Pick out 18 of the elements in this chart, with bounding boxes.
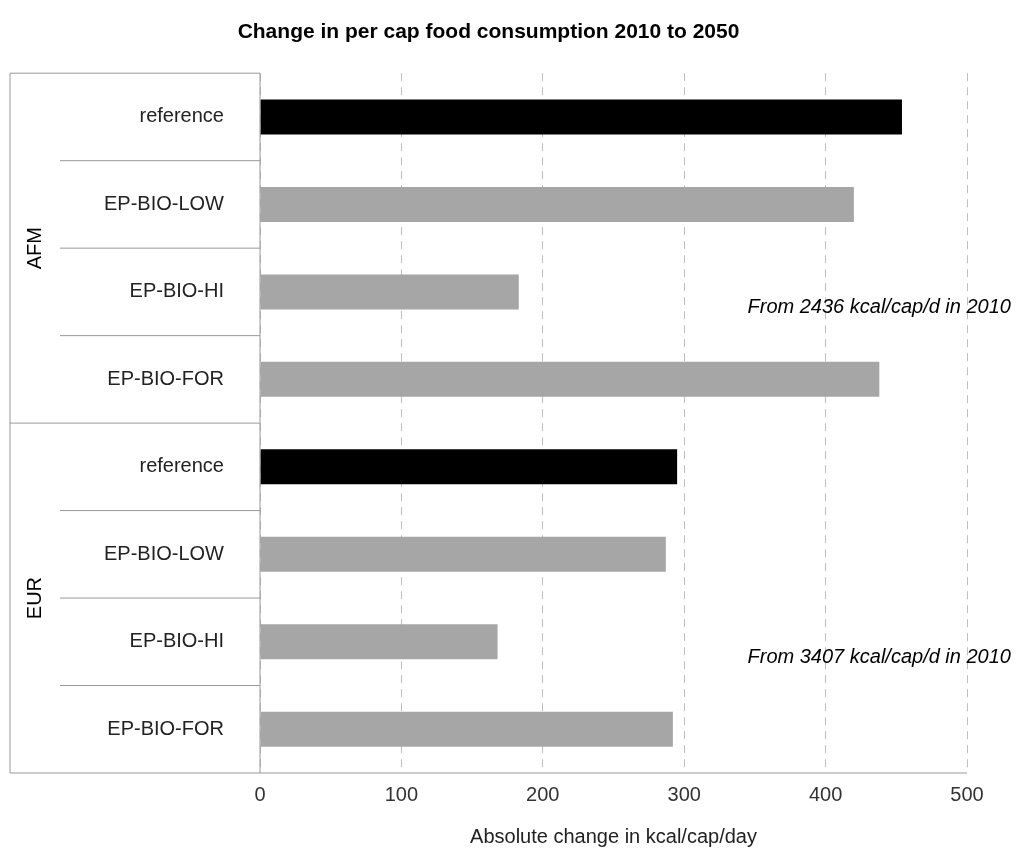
x-tick-label: 200 [526, 782, 560, 805]
bar [260, 624, 498, 660]
bar [260, 274, 519, 310]
bar [260, 99, 902, 135]
bar [260, 536, 666, 572]
chart-title: Change in per cap food consumption 2010 to 2050 [237, 19, 740, 43]
annotation: From 3407 kcal/cap/d in 2010 [747, 645, 1011, 668]
bar [260, 186, 854, 222]
x-tick-label: 500 [950, 782, 984, 805]
x-tick-label: 400 [808, 782, 843, 805]
annotation: From 2436 kcal/cap/d in 2010 [747, 295, 1011, 318]
x-tick-label: 100 [384, 782, 419, 805]
bar [260, 449, 678, 485]
bar [260, 361, 880, 397]
x-tick-label: 0 [254, 782, 266, 805]
x-axis-title: Absolute change in kcal/cap/day [470, 824, 757, 847]
bar [260, 711, 673, 747]
x-tick-label: 300 [667, 782, 701, 805]
